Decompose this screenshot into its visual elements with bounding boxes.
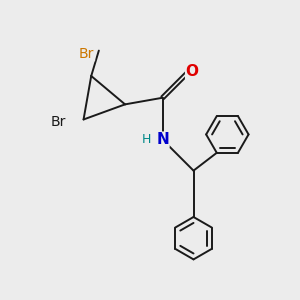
Text: N: N xyxy=(156,132,169,147)
Text: Br: Br xyxy=(79,47,94,61)
Text: Br: Br xyxy=(50,116,66,129)
Text: O: O xyxy=(186,64,199,80)
Text: H: H xyxy=(142,133,152,146)
